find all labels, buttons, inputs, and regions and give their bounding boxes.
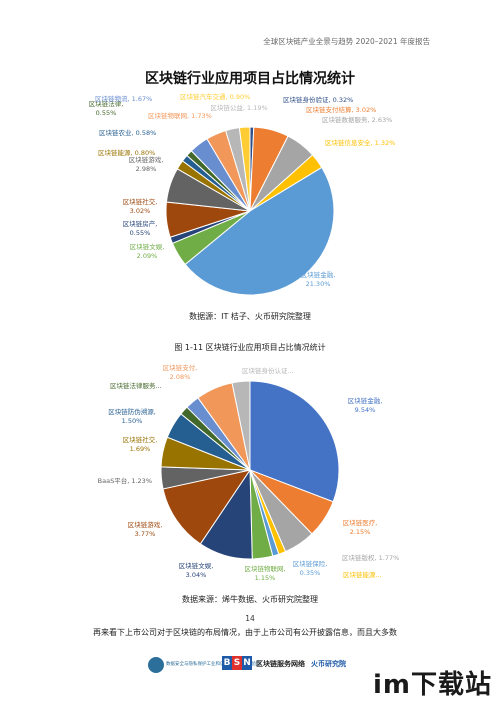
chart2-pie: 区块链金融, 9.54% 区块链医疗, 2.15% 区块链版权, 1.77% 区块链能源.… <box>98 363 400 582</box>
pie-slice-label: 区块链物联网, 1.73% <box>148 111 212 120</box>
pie-slice-label: 区块链支付结算, 3.02% <box>306 105 376 114</box>
pie-slice-label: 区块链数据服务, 2.63% <box>322 115 392 124</box>
bsn-letter: N <box>242 656 252 670</box>
pie-slice-label: 区块链金融, 9.54% <box>348 396 383 414</box>
pie-slice-label: 区块链身份认证... <box>242 366 294 375</box>
huobi-logo-text: 火币研究院 <box>311 660 346 668</box>
bsn-logo: B S N <box>222 656 252 670</box>
pie-slice-label: 区块链社交, 1.69% <box>123 435 158 453</box>
pie-slice-label: 区块链法律服务... <box>110 381 162 390</box>
pie-slice-label: 区块链法律, 0.55% <box>89 99 124 117</box>
pie-slice <box>162 469 252 545</box>
bsn-logo-text: 区块链服务网络 <box>256 660 305 668</box>
pie-slice-label: 区块链支付, 2.08% <box>163 363 198 381</box>
pie-slice-label: 区块链信息安全, 1.32% <box>325 138 395 147</box>
pie-slice-label: 区块链农业, 0.58% <box>99 128 156 137</box>
lab-logo-icon <box>148 657 164 673</box>
pie-slice-label: 区块链身份验证, 0.32% <box>283 95 353 104</box>
pie-slice-label: BaaS平台, 1.23% <box>98 476 152 485</box>
chart1-source: 数据源：IT 桔子、火币研究院整理 <box>189 312 311 321</box>
pie-slice-label: 区块链文娱, 2.09% <box>130 242 165 260</box>
chart2-source: 数据来源：烯牛数据、火币研究院整理 <box>182 595 318 604</box>
pie-slice-label: 区块链物流, 1.67% <box>95 94 152 103</box>
pie-slice-label: 区块链版权, 1.77% <box>342 553 399 562</box>
pie-slice-label: 区块链防伪溯源, 1.50% <box>108 407 156 425</box>
pie-slice-label: 区块链物联网, 1.15% <box>244 564 285 582</box>
pie-slice <box>249 380 340 503</box>
pie-slice <box>231 380 251 471</box>
bsn-letter: S <box>232 656 242 670</box>
pie-slice-label: 区块链汽车交通, 0.90% <box>180 92 250 101</box>
watermark: im下载站 <box>372 670 492 700</box>
pie-slice-label: 区块链社交, 3.02% <box>123 197 158 215</box>
bsn-letter: B <box>222 656 232 670</box>
pie-slice-label: 区块链房产, 0.55% <box>123 219 158 237</box>
pie-slice <box>184 166 335 296</box>
pie-slice-label: 区块链公益, 1.19% <box>210 103 267 112</box>
chart1-pie: 区块链身份验证, 0.32%区块链支付结算, 3.02%区块链数据服务, 2.6… <box>89 92 395 296</box>
pie-slice-label: 区块链金融, 21.30% <box>301 270 336 288</box>
chart2-caption: 图 1-11 区块链行业应用项目占比情况统计 <box>174 343 326 352</box>
pie-slice-label: 区块链文娱, 3.04% <box>179 561 214 579</box>
pie-slice-label: 区块链医疗, 2.15% <box>343 518 378 536</box>
pie-slice-label: 区块链能源, 0.80% <box>98 148 155 157</box>
chart1-title: 区块链行业应用项目占比情况统计 <box>145 71 355 87</box>
pie-slice-label: 区块链能源... <box>343 570 382 579</box>
pie-slice-label: 区块链游戏, 2.98% <box>129 155 164 173</box>
lab-logo-text: 数据安全与隐私保护工业和信息化部重点实验室 <box>166 662 261 667</box>
pie-slice <box>238 126 251 212</box>
body-paragraph: 再来看下上市公司对于区块链的布局情况，由于上市公司有公开披露信息，而且大多数 <box>93 628 397 637</box>
pie-slice-label: 区块链保险, 0.35% <box>293 559 328 577</box>
page-number: 14 <box>245 614 255 623</box>
pie-slice-label: 区块链游戏, 3.77% <box>128 520 163 538</box>
page-header: 全球区块链产业全景与趋势 2020–2021 年度报告 <box>263 37 430 46</box>
